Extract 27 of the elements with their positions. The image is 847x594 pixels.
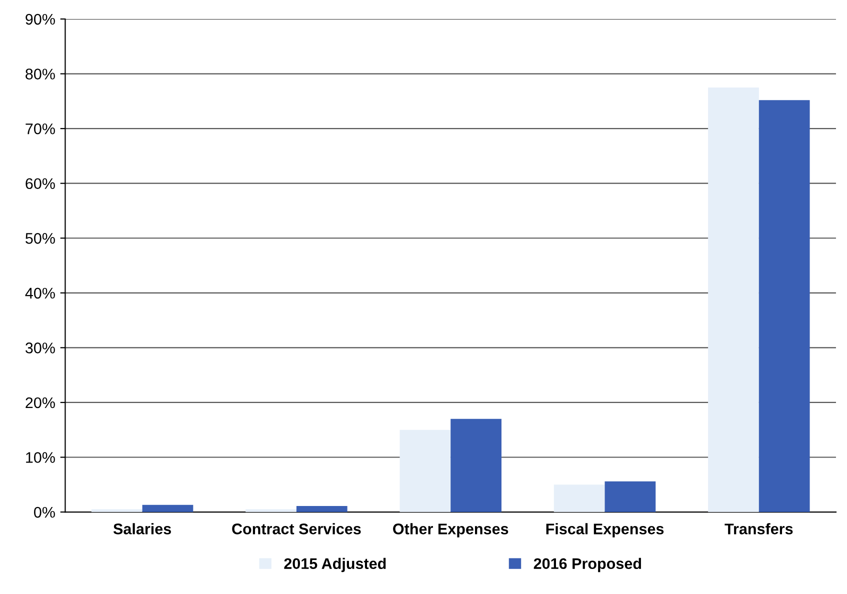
legend-label: 2015 Adjusted bbox=[284, 558, 386, 572]
y-tick-label: 60% bbox=[26, 178, 55, 190]
y-tick-label: 40% bbox=[25, 288, 55, 299]
bar bbox=[604, 481, 656, 512]
y-tick-label: 80% bbox=[26, 68, 55, 80]
bar bbox=[554, 484, 605, 512]
bar bbox=[758, 100, 810, 512]
bar bbox=[708, 87, 759, 512]
x-tick-label: Fiscal Expenses bbox=[546, 523, 664, 538]
y-tick-label: 20% bbox=[26, 397, 55, 408]
bar bbox=[296, 506, 348, 512]
y-tick-label: 30% bbox=[26, 342, 55, 354]
x-tick-label: Contract Services bbox=[232, 523, 361, 534]
legend-label: 2016 Proposed bbox=[534, 558, 642, 572]
x-tick-label: Other Expenses bbox=[393, 523, 508, 538]
y-tick-label: 70% bbox=[26, 123, 55, 134]
y-tick-label: 90% bbox=[26, 14, 55, 25]
bar bbox=[450, 418, 502, 512]
bar bbox=[91, 509, 142, 512]
x-tick-label: Transfers bbox=[724, 523, 793, 534]
y-tick-label: 10% bbox=[26, 452, 55, 463]
y-tick-label: 0% bbox=[34, 506, 55, 518]
y-tick-label: 50% bbox=[26, 232, 55, 244]
x-tick-label: Salaries bbox=[113, 523, 171, 534]
bar bbox=[246, 509, 296, 512]
bar bbox=[142, 504, 194, 512]
bar bbox=[400, 430, 451, 512]
